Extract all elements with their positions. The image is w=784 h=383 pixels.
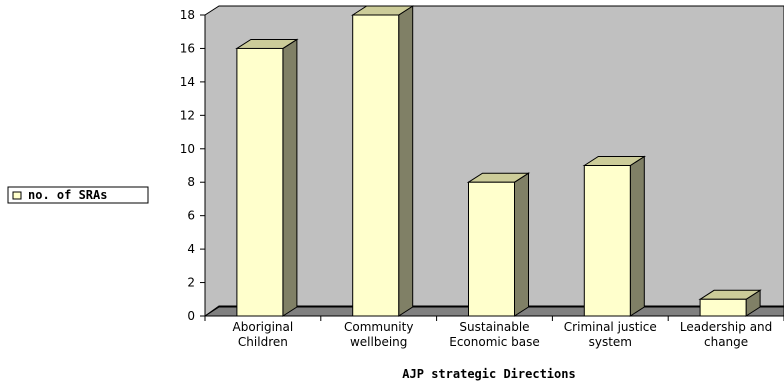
- x-tick-label: Criminal justice: [564, 320, 657, 334]
- y-tick-label: 16: [180, 41, 195, 55]
- bar: [698, 289, 762, 317]
- bar-front: [352, 14, 400, 317]
- bar: [466, 172, 531, 317]
- x-tick-label: change: [704, 335, 748, 349]
- y-tick-label: 18: [180, 8, 195, 22]
- bar-front: [236, 47, 284, 317]
- y-tick-label: 0: [187, 309, 195, 323]
- bar: [235, 38, 299, 317]
- bar-side: [398, 5, 414, 317]
- x-tick-label: Sustainable: [459, 320, 529, 334]
- x-axis-ticks: [204, 316, 784, 321]
- x-tick-label: Aboriginal: [233, 320, 294, 334]
- x-tick-label: Children: [238, 335, 288, 349]
- y-tick-label: 6: [187, 209, 195, 223]
- legend-swatch: [12, 191, 22, 200]
- legend: no. of SRAs: [7, 186, 149, 204]
- x-tick-label: wellbeing: [350, 335, 407, 349]
- y-tick-label: 10: [180, 142, 195, 156]
- bar-front: [583, 165, 631, 317]
- y-tick-label: 2: [187, 276, 195, 290]
- x-tick-label: Leadership and: [680, 320, 772, 334]
- y-tick-label: 14: [180, 75, 195, 89]
- legend-label: no. of SRAs: [28, 188, 107, 202]
- x-tick-label: Community: [344, 320, 413, 334]
- bar: [350, 5, 415, 317]
- bar-series: [235, 5, 762, 317]
- legend-box: [7, 186, 149, 204]
- y-axis-ticks: 0 2 4 6 8 10 12 14 16 18: [180, 8, 205, 323]
- bar: [582, 155, 647, 317]
- bar-side: [514, 172, 529, 317]
- y-tick-label: 8: [187, 175, 195, 189]
- y-tick-label: 4: [187, 242, 195, 256]
- x-axis-title: AJP strategic Directions: [402, 367, 575, 381]
- y-tick-label: 12: [180, 108, 195, 122]
- bar-side: [282, 38, 298, 317]
- bar-side: [629, 155, 645, 317]
- bar-front: [699, 298, 747, 317]
- bar-front: [468, 181, 515, 317]
- x-tick-label: system: [589, 335, 632, 349]
- x-tick-label: Economic base: [449, 335, 540, 349]
